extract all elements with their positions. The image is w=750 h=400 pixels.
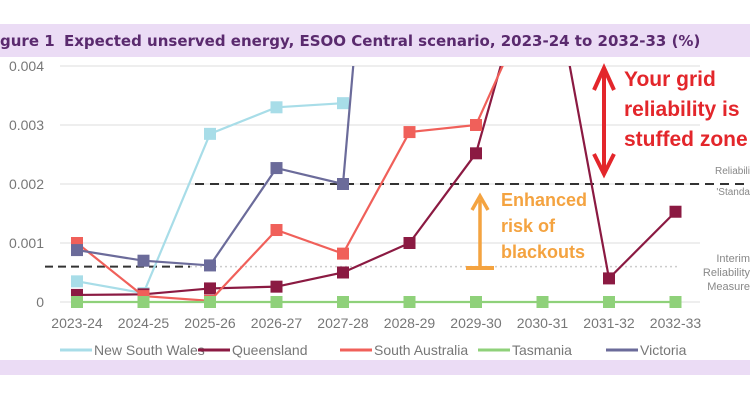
x-tick-label: 2023-24 xyxy=(51,315,103,331)
data-point xyxy=(137,296,150,308)
data-point xyxy=(270,296,283,308)
x-tick-label: 2030-31 xyxy=(517,315,569,331)
legend-label: Tasmania xyxy=(512,342,572,358)
data-point xyxy=(337,247,349,260)
y-tick-label: 0.002 xyxy=(9,176,44,192)
x-tick-label: 2024-25 xyxy=(118,315,170,331)
data-point xyxy=(204,127,216,140)
data-point xyxy=(603,272,615,285)
x-tick-label: 2027-28 xyxy=(317,315,369,331)
data-point xyxy=(270,101,283,114)
x-tick-label: 2029-30 xyxy=(450,315,502,331)
legend-label: Queensland xyxy=(232,342,308,358)
data-point xyxy=(470,119,482,131)
annotation-red: reliability is xyxy=(624,98,740,121)
x-tick-label: 2031-32 xyxy=(583,315,635,331)
interim-reliability-measure-label: Measure xyxy=(707,281,750,293)
y-tick-label: 0.003 xyxy=(9,117,44,133)
interim-reliability-measure-label: Interim xyxy=(716,253,750,265)
data-point xyxy=(337,178,349,190)
x-tick-label: 2025-26 xyxy=(184,315,236,331)
arrow-head-icon xyxy=(592,63,616,91)
reliability-standard-label: 'Standa xyxy=(716,187,750,198)
annotation-red: Your grid xyxy=(624,68,716,91)
series-line xyxy=(76,66,355,267)
x-tick-label: 2026-27 xyxy=(251,315,303,331)
data-point xyxy=(403,237,416,249)
data-point xyxy=(137,254,150,267)
x-tick-label: 2028-29 xyxy=(384,315,436,331)
data-point xyxy=(204,296,216,308)
data-point xyxy=(403,126,416,139)
legend-label: South Australia xyxy=(374,342,468,358)
data-point xyxy=(270,224,283,237)
data-point xyxy=(337,266,349,279)
data-point xyxy=(71,244,83,257)
data-point xyxy=(337,296,349,308)
data-point xyxy=(403,296,416,308)
arrow-head-icon xyxy=(470,192,490,211)
data-point xyxy=(71,296,83,308)
data-point xyxy=(470,296,482,308)
annotation-red: stuffed zone xyxy=(624,128,748,151)
legend-label: New South Wales xyxy=(94,342,205,358)
y-tick-label: 0.001 xyxy=(9,235,44,251)
data-point xyxy=(669,296,682,308)
data-point xyxy=(669,205,682,218)
arrow-head-icon xyxy=(592,153,616,179)
x-tick-label: 2032-33 xyxy=(650,315,702,331)
series-line xyxy=(76,66,677,297)
data-point xyxy=(71,275,83,288)
reliability-standard-label: Reliabili xyxy=(715,166,750,177)
bottom-band xyxy=(0,360,750,375)
interim-reliability-measure-label: Reliability xyxy=(703,267,750,279)
figure-label: gure 1 xyxy=(0,32,55,50)
data-point xyxy=(536,296,549,308)
data-point xyxy=(204,259,216,272)
data-point xyxy=(270,162,283,175)
chart-title: Expected unserved energy, ESOO Central s… xyxy=(64,32,701,50)
data-point xyxy=(470,147,482,160)
data-point xyxy=(270,280,283,293)
annotation-orange: Enhanced xyxy=(501,190,587,210)
title-bar xyxy=(0,24,750,57)
data-point xyxy=(337,97,349,110)
y-tick-label: 0.004 xyxy=(9,58,44,74)
data-point xyxy=(603,296,615,308)
series-line xyxy=(76,66,504,302)
annotation-orange: risk of xyxy=(501,216,556,236)
y-tick-label: 0 xyxy=(36,294,44,310)
annotation-orange: blackouts xyxy=(501,242,585,262)
legend-label: Victoria xyxy=(640,342,687,358)
data-point xyxy=(204,282,216,295)
